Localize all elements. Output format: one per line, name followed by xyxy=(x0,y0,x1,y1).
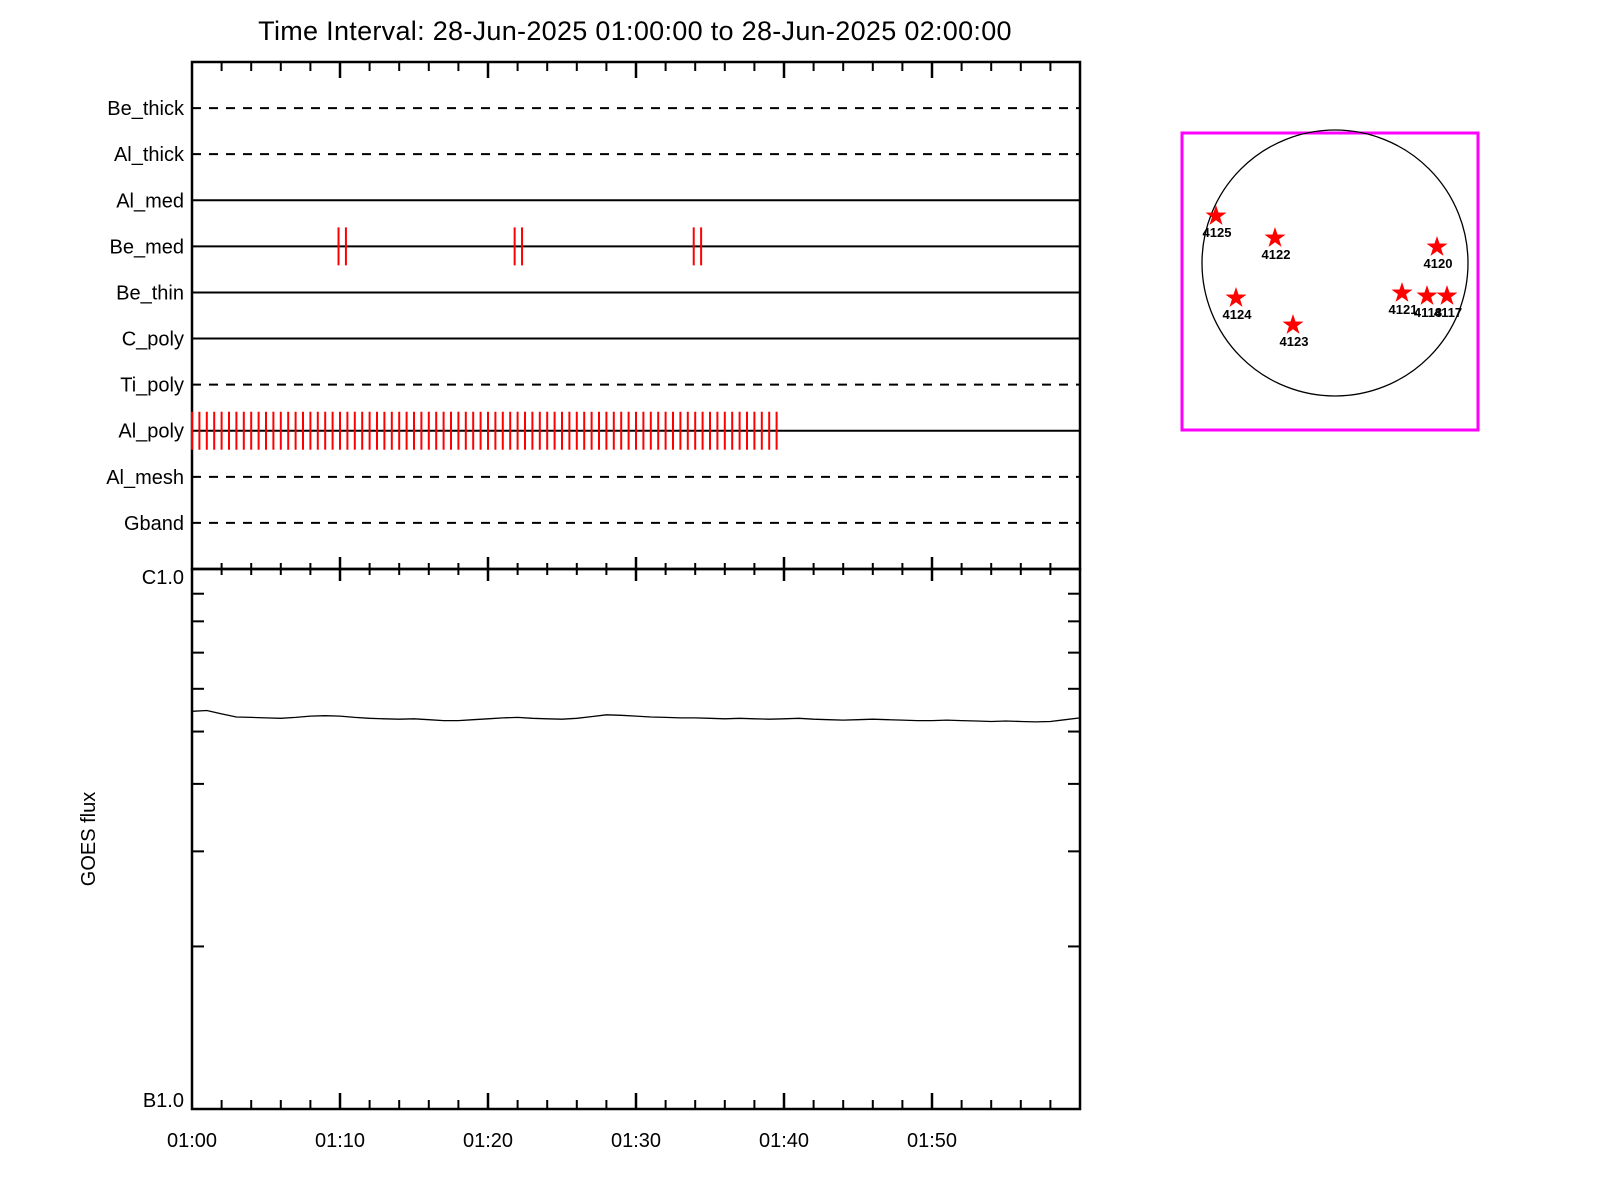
filter-label-Ti_poly: Ti_poly xyxy=(120,375,184,397)
filter-label-C_poly: C_poly xyxy=(122,329,184,351)
x-tick-label-01:50: 01:50 xyxy=(907,1130,957,1152)
active-region-label-4123: 4123 xyxy=(1280,334,1309,349)
solar-limb-circle xyxy=(1201,129,1469,397)
goes-ybottom-label: B1.0 xyxy=(143,1090,184,1112)
plot-title: Time Interval: 28-Jun-2025 01:00:00 to 2… xyxy=(258,16,1012,46)
active-region-label-4117: 4117 xyxy=(1434,305,1462,320)
active-region-star-4120 xyxy=(1426,236,1448,256)
goes-yaxis-title: GOES flux xyxy=(78,792,100,886)
filter-label-Be_thick: Be_thick xyxy=(107,98,185,120)
filter-label-Be_thin: Be_thin xyxy=(116,282,184,304)
active-region-star-4125 xyxy=(1205,205,1227,225)
filter-label-Be_med: Be_med xyxy=(110,236,185,258)
active-region-star-4118 xyxy=(1416,285,1438,305)
goes-panel-frame xyxy=(190,567,1082,1111)
active-region-star-4124 xyxy=(1225,287,1247,307)
active-region-star-4117 xyxy=(1436,285,1458,305)
filter-label-Al_poly: Al_poly xyxy=(118,421,184,443)
x-tick-label-01:00: 01:00 xyxy=(167,1130,217,1152)
active-region-label-4118: 4118 xyxy=(1414,305,1442,320)
active-region-label-4125: 4125 xyxy=(1203,225,1232,240)
x-tick-label-01:20: 01:20 xyxy=(463,1130,513,1152)
active-region-label-4122: 4122 xyxy=(1262,247,1291,262)
filter-label-Al_mesh: Al_mesh xyxy=(106,467,184,489)
x-tick-label-01:10: 01:10 xyxy=(315,1130,365,1152)
goes-ytop-label: C1.0 xyxy=(142,567,184,589)
solar-map-frame xyxy=(1180,131,1480,432)
active-region-star-4122 xyxy=(1264,227,1286,247)
filter-label-Al_thick: Al_thick xyxy=(114,144,185,166)
filter-label-Al_med: Al_med xyxy=(116,190,184,212)
goes-flux-curve xyxy=(191,709,1081,723)
timeline-panel-frame xyxy=(190,60,1082,571)
x-tick-label-01:40: 01:40 xyxy=(759,1130,809,1152)
active-region-star-4121 xyxy=(1391,282,1413,302)
active-region-label-4121: 4121 xyxy=(1389,302,1418,317)
active-region-label-4120: 4120 xyxy=(1424,256,1453,271)
active-region-star-4123 xyxy=(1282,314,1304,334)
x-tick-label-01:30: 01:30 xyxy=(611,1130,661,1152)
filter-label-Gband: Gband xyxy=(124,513,184,535)
active-region-label-4124: 4124 xyxy=(1223,307,1253,322)
